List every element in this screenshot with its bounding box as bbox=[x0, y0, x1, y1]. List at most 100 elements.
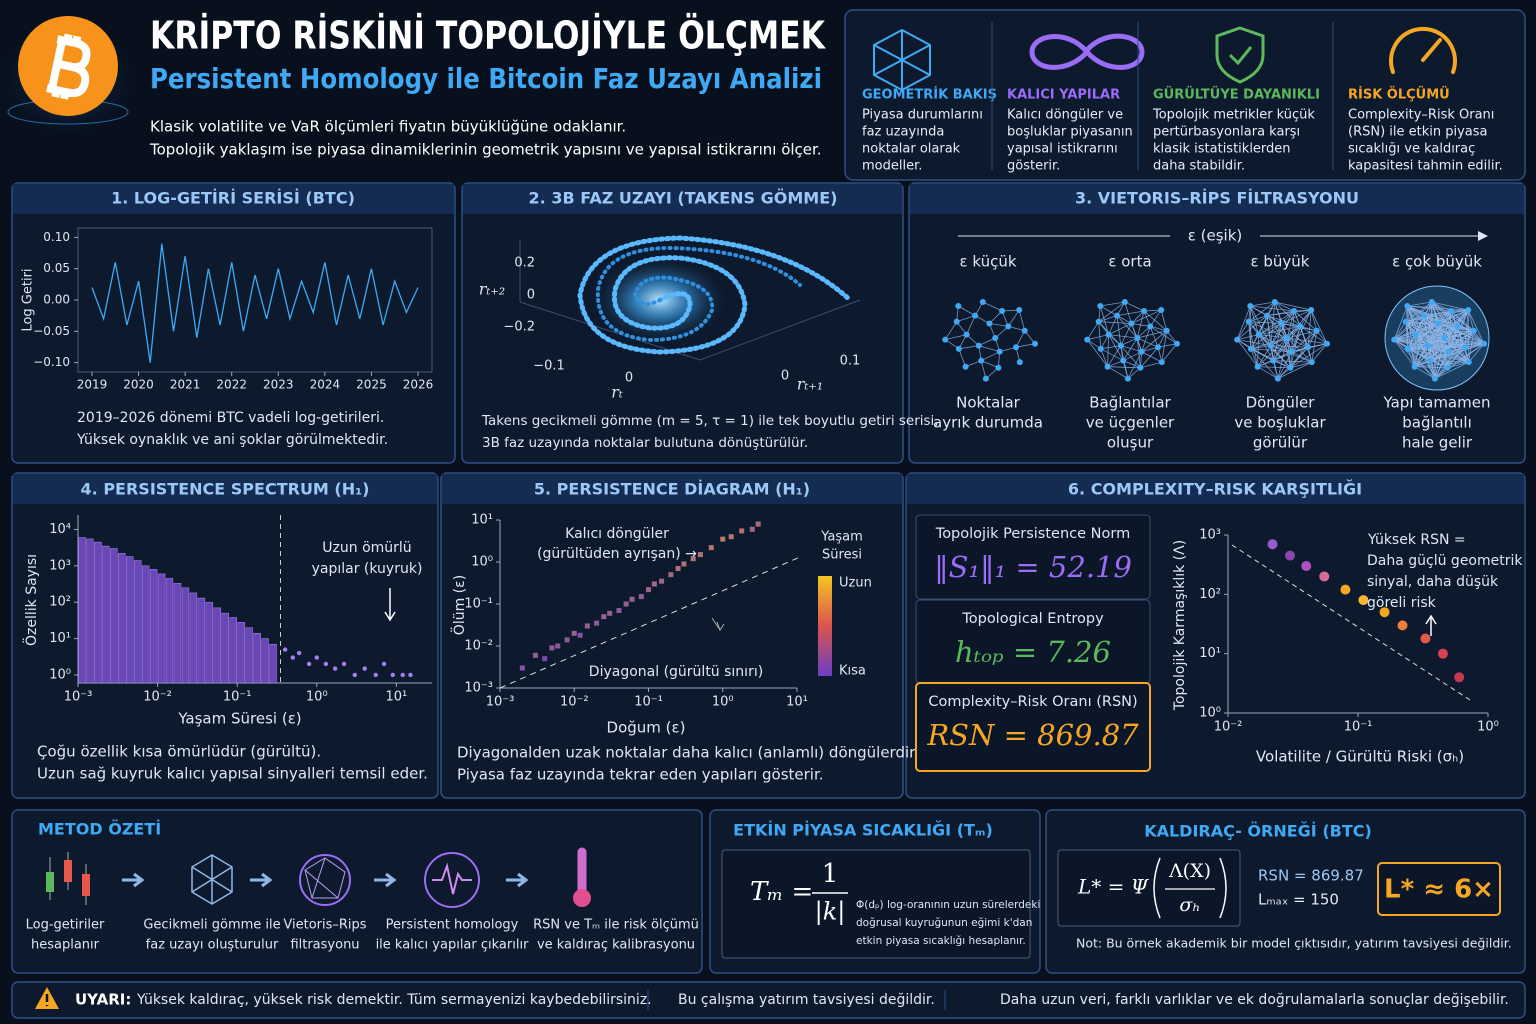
step-text: RSN ve Tₘ ile risk ölçümü bbox=[533, 918, 699, 933]
node bbox=[1448, 307, 1455, 314]
node bbox=[1104, 363, 1111, 370]
edge bbox=[958, 305, 976, 316]
tail-point bbox=[296, 650, 302, 656]
stage-text: görülür bbox=[1253, 434, 1308, 452]
y-tick-label: 10² bbox=[49, 595, 71, 610]
panel-frames bbox=[11, 9, 1526, 1019]
stage-text: ve boşluklar bbox=[1234, 414, 1326, 432]
tail-point bbox=[381, 661, 387, 667]
colorbar-title: Yaşam bbox=[820, 530, 863, 545]
edge bbox=[1236, 305, 1251, 340]
edge bbox=[1107, 366, 1129, 379]
title-bar bbox=[463, 184, 902, 214]
node bbox=[1163, 327, 1170, 334]
feature-text: kapasitesi tahmin edilir. bbox=[1348, 159, 1503, 174]
bar bbox=[173, 583, 182, 684]
z-tick-label: 0 bbox=[527, 288, 535, 303]
edge bbox=[1414, 330, 1474, 368]
edge bbox=[1257, 366, 1279, 379]
node bbox=[1155, 344, 1162, 351]
y-tick-label: 10⁻¹ bbox=[464, 597, 493, 612]
node bbox=[1404, 302, 1411, 309]
y-tick-label: 0 bbox=[781, 369, 789, 384]
point bbox=[1267, 539, 1278, 550]
edge bbox=[981, 360, 999, 369]
node bbox=[1032, 340, 1039, 347]
panel-frame bbox=[11, 809, 703, 974]
feature-text: Kalıcı döngüler ve bbox=[1007, 108, 1123, 123]
node bbox=[955, 345, 962, 352]
stage-label: ε çok büyük bbox=[1392, 253, 1482, 271]
point bbox=[659, 578, 665, 584]
bar bbox=[197, 597, 206, 684]
x-tick-label: 10⁻² bbox=[1214, 720, 1243, 735]
edge bbox=[1287, 337, 1328, 345]
metric-value: ‖S₁‖₁ = 52.19 bbox=[934, 550, 1132, 584]
node bbox=[1270, 357, 1277, 364]
node bbox=[978, 357, 985, 364]
x-tick-label: 10⁻¹ bbox=[223, 690, 252, 705]
tail-point bbox=[341, 661, 347, 667]
bar bbox=[94, 541, 102, 684]
return-line bbox=[91, 243, 419, 363]
edge bbox=[1406, 305, 1409, 349]
edge bbox=[1131, 323, 1151, 327]
edge bbox=[1250, 348, 1258, 367]
annotation: (gürültüden ayrışan) → bbox=[537, 546, 697, 562]
edge bbox=[1431, 302, 1436, 379]
description: Topolojik yaklaşım ise piyasa dinamikler… bbox=[149, 141, 822, 159]
point bbox=[1379, 607, 1390, 618]
y-tick-label: 10⁻² bbox=[464, 639, 493, 654]
metric-label: Topolojik Persistence Norm bbox=[935, 526, 1130, 542]
point bbox=[720, 536, 726, 542]
bar bbox=[229, 617, 237, 684]
metric-box bbox=[915, 514, 1151, 600]
edge bbox=[1248, 315, 1268, 323]
icon-cube bbox=[873, 28, 931, 92]
z-tick-label: 0.2 bbox=[514, 256, 535, 271]
point bbox=[542, 656, 548, 662]
bar bbox=[221, 612, 229, 684]
edge bbox=[1237, 339, 1274, 362]
x-tick-label: 10⁻² bbox=[560, 695, 589, 710]
edge bbox=[1107, 334, 1110, 367]
node bbox=[1095, 318, 1102, 325]
feature-title: GÜRÜLTÜYE DAYANIKLI bbox=[1153, 87, 1320, 103]
edge bbox=[1250, 305, 1295, 312]
step-text: Log-getiriler bbox=[26, 918, 105, 933]
edge bbox=[1122, 337, 1138, 361]
tail-point bbox=[400, 672, 405, 678]
y-tick-label: 0.1 bbox=[840, 354, 861, 369]
step-text: faz uzayı oluşturulur bbox=[146, 938, 279, 953]
edge bbox=[1277, 361, 1312, 379]
edge bbox=[1116, 315, 1138, 339]
edge bbox=[1293, 310, 1317, 332]
feature-title: RİSK ÖLÇÜMÜ bbox=[1348, 87, 1450, 103]
edge bbox=[1434, 361, 1469, 379]
edge bbox=[1116, 315, 1122, 346]
edge bbox=[1273, 360, 1312, 363]
edge bbox=[1394, 339, 1469, 363]
edge bbox=[1290, 361, 1312, 369]
node bbox=[995, 364, 1002, 371]
feature-text: noktalar olarak bbox=[862, 142, 961, 157]
node bbox=[1271, 299, 1278, 306]
feature-text: gösterir. bbox=[1007, 159, 1060, 174]
step-text: hesaplanır bbox=[31, 938, 100, 953]
x-tick-label: 10⁻³ bbox=[486, 695, 515, 710]
bar bbox=[181, 587, 190, 684]
point bbox=[728, 534, 734, 540]
point bbox=[690, 556, 696, 562]
x-tick-label: 2025 bbox=[356, 378, 387, 392]
point bbox=[623, 601, 629, 607]
point bbox=[646, 587, 651, 593]
edge bbox=[1157, 343, 1178, 348]
panel-title: 3. VIETORIS–RİPS FİLTRASYONU bbox=[1075, 189, 1359, 208]
y-axis-label: Ölüm (ε) bbox=[450, 575, 468, 635]
node bbox=[972, 312, 979, 319]
tail-point bbox=[332, 666, 338, 671]
arrow-label-bg bbox=[1170, 224, 1260, 248]
bar bbox=[126, 556, 134, 684]
edge bbox=[1258, 323, 1282, 335]
node bbox=[1247, 345, 1254, 352]
